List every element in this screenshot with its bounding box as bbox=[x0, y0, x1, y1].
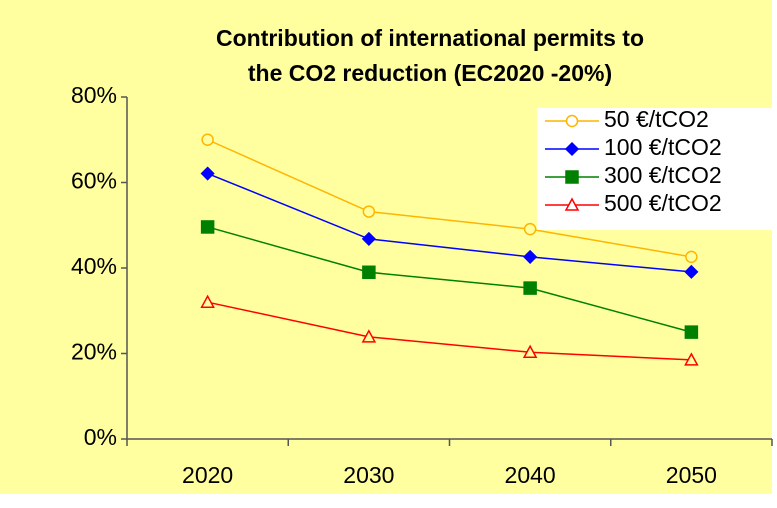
series-line bbox=[207, 172, 692, 273]
chart-title: Contribution of international permits to bbox=[216, 25, 644, 51]
marker bbox=[362, 265, 376, 280]
legend-marker bbox=[564, 197, 580, 211]
x-tick-label: 2050 bbox=[666, 462, 717, 488]
x-tick-label: 2040 bbox=[505, 462, 556, 488]
y-tick-label: 80% bbox=[71, 82, 117, 108]
marker bbox=[522, 344, 538, 358]
chart-title: the CO2 reduction (EC2020 -20%) bbox=[248, 60, 612, 86]
marker bbox=[200, 294, 215, 308]
x-tick-label: 2020 bbox=[182, 462, 233, 488]
y-tick-label: 0% bbox=[84, 424, 117, 450]
x-tick-label: 2030 bbox=[343, 462, 394, 488]
marker bbox=[684, 264, 699, 279]
marker bbox=[361, 329, 377, 343]
marker bbox=[201, 133, 214, 146]
series-line bbox=[207, 139, 692, 258]
legend-label: 500 €/tCO2 bbox=[604, 190, 722, 216]
series-line bbox=[207, 226, 692, 333]
legend-marker bbox=[565, 170, 579, 184]
legend-marker bbox=[565, 114, 579, 128]
legend-label: 100 €/tCO2 bbox=[604, 134, 722, 160]
legend-label: 50 €/tCO2 bbox=[604, 106, 709, 132]
y-tick-label: 60% bbox=[71, 168, 117, 194]
marker bbox=[362, 205, 376, 218]
marker bbox=[684, 352, 699, 366]
marker bbox=[523, 222, 537, 236]
marker bbox=[200, 166, 215, 181]
marker bbox=[200, 220, 215, 234]
marker bbox=[523, 281, 537, 295]
legend-marker bbox=[564, 141, 580, 157]
marker bbox=[684, 325, 699, 339]
marker bbox=[685, 250, 698, 264]
chart-background bbox=[0, 0, 772, 494]
y-tick-label: 20% bbox=[71, 339, 117, 365]
marker bbox=[361, 231, 376, 246]
marker bbox=[523, 249, 538, 264]
series-line bbox=[207, 301, 692, 361]
y-tick-label: 40% bbox=[71, 253, 117, 279]
legend-label: 300 €/tCO2 bbox=[604, 162, 722, 188]
